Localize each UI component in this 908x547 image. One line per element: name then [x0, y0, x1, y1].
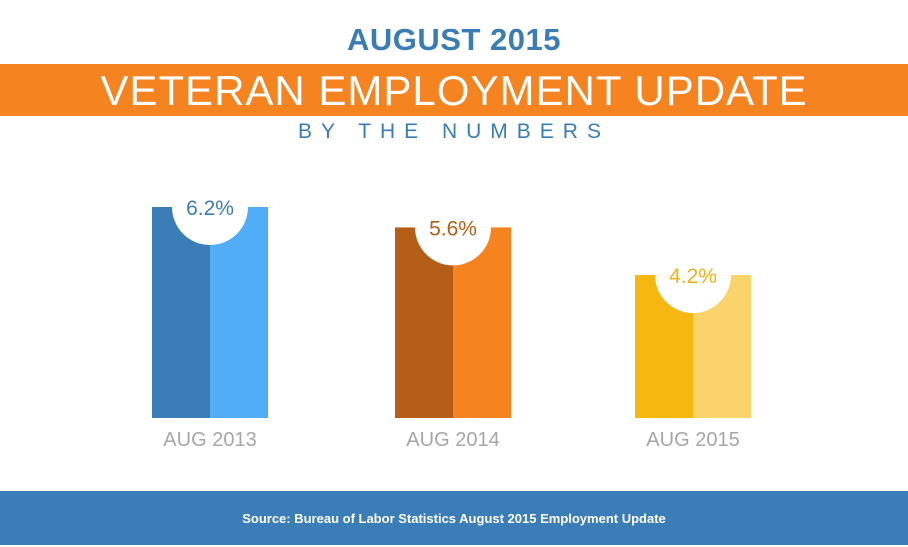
- data-label: 4.2%: [669, 265, 717, 288]
- data-label: 5.6%: [429, 217, 477, 240]
- subtitle: BY THE NUMBERS: [298, 120, 610, 143]
- category-label: AUG 2015: [646, 429, 739, 451]
- data-label: 6.2%: [186, 197, 234, 220]
- date-heading: AUGUST 2015: [347, 22, 561, 57]
- source-footer: Source: Bureau of Labor Statistics Augus…: [0, 491, 908, 545]
- bar-notch: [172, 207, 248, 245]
- category-label: AUG 2013: [163, 429, 256, 451]
- bar-notch: [415, 227, 491, 266]
- source-text: Source: Bureau of Labor Statistics Augus…: [242, 511, 666, 526]
- page-title: VETERAN EMPLOYMENT UPDATE: [100, 67, 808, 114]
- category-label: AUG 2014: [406, 429, 499, 451]
- title-banner: VETERAN EMPLOYMENT UPDATE: [0, 64, 908, 116]
- bar-notch: [655, 275, 731, 314]
